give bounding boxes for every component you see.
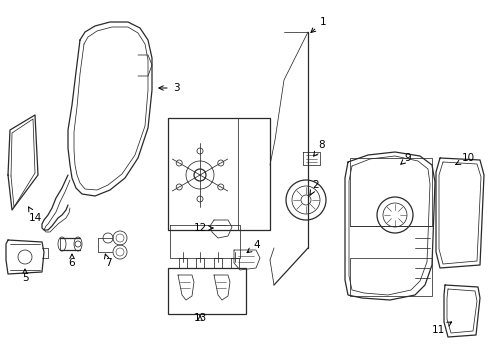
Text: 10: 10 [456, 153, 474, 165]
Text: 8: 8 [314, 140, 325, 156]
Text: 14: 14 [28, 207, 42, 223]
Text: 2: 2 [310, 180, 319, 195]
Text: 13: 13 [194, 313, 207, 323]
Bar [350, 158, 432, 226]
Text: 11: 11 [431, 322, 452, 335]
Bar [168, 268, 246, 314]
Text: 12: 12 [194, 223, 213, 233]
Text: 5: 5 [22, 269, 28, 283]
Text: 3: 3 [159, 83, 179, 93]
Text: 1: 1 [311, 17, 326, 32]
Text: 6: 6 [69, 254, 75, 268]
Bar [350, 258, 432, 296]
Text: 9: 9 [401, 153, 411, 164]
Text: 4: 4 [247, 240, 260, 253]
Text: 7: 7 [104, 254, 111, 268]
